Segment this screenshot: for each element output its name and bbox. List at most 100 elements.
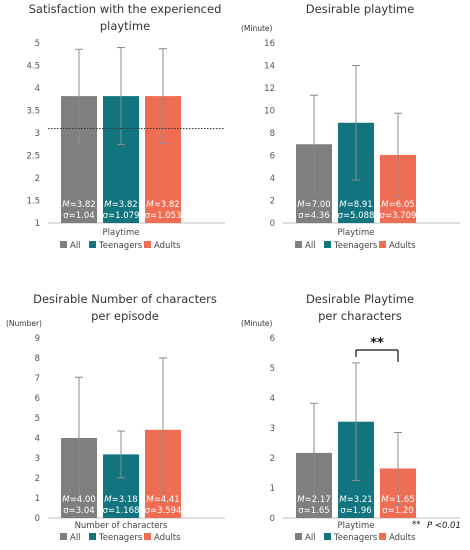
data-label-mean: M=3.82: [62, 200, 95, 210]
p-note-text: P <0.01: [427, 521, 461, 531]
data-label-sd: σ=1.65: [298, 506, 329, 516]
legend-label: Teenagers: [333, 533, 378, 543]
legend-swatch-adults: [144, 241, 151, 248]
y-tick-label: 1: [270, 484, 275, 494]
data-label-sd: σ=3.594: [145, 506, 182, 516]
data-label-mean: M=2.17: [297, 495, 330, 505]
y-tick-label: 8: [270, 129, 275, 139]
data-label-sd: σ=5.088: [338, 211, 375, 221]
data-label-sd: σ=1.04: [63, 211, 94, 221]
legend-label: Teenagers: [98, 533, 143, 543]
legend-label: All: [305, 533, 316, 543]
data-label-mean: M=4.00: [62, 495, 95, 505]
data-label-mean: M=6.05: [381, 200, 414, 210]
y-tick-label: 0: [270, 514, 275, 524]
data-label-mean: M=3.18: [104, 495, 137, 505]
x-category-label: Playtime: [338, 521, 375, 531]
legend-swatch-adults: [379, 533, 386, 540]
y-tick-label: 6: [270, 152, 275, 162]
legend-label: Adults: [389, 241, 416, 251]
chart-title: Desirable Number of characters: [33, 292, 217, 306]
y-unit-label: (Minute): [241, 319, 273, 328]
chart-title: playtime: [100, 19, 150, 33]
y-tick-label: 10: [264, 107, 275, 117]
legend-label: All: [70, 533, 81, 543]
y-tick-label: 1: [35, 494, 40, 504]
y-tick-label: 1.5: [26, 197, 40, 207]
chart-svg: Desirable Number of characters per episod…: [6, 292, 225, 543]
y-tick-label: 5: [270, 364, 275, 374]
chart-title: Satisfaction with the experienced: [29, 2, 222, 16]
data-label-mean: M=1.65: [381, 495, 414, 505]
y-tick-label: 7: [35, 374, 40, 384]
x-category-label: Playtime: [338, 228, 375, 238]
chart-satisfaction: Satisfaction with the experienced playtim…: [0, 0, 235, 275]
data-label-sd: σ=3.04: [63, 506, 94, 516]
data-label-sd: σ=4.36: [298, 211, 329, 221]
y-tick-label: 3: [270, 424, 275, 434]
legend-swatch-adults: [379, 241, 386, 248]
legend-swatch-teenagers: [324, 241, 331, 248]
data-label-mean: M=3.21: [339, 495, 372, 505]
x-category-label: Playtime: [103, 228, 140, 238]
legend-swatch-adults: [144, 533, 151, 540]
legend-swatch-all: [60, 241, 67, 248]
y-tick-label: 5: [35, 414, 40, 424]
y-tick-label: 2.5: [26, 152, 40, 162]
legend-label: Adults: [154, 241, 181, 251]
chart-playtime-per-characters: Desirable Playtime per characters (Minute)…: [235, 275, 470, 550]
chart-svg: Desirable playtime (Minute) 0 2 4 6 8 10 12 14 16 M…: [241, 2, 460, 251]
legend-swatch-teenagers: [324, 533, 331, 540]
y-tick-label: 14: [264, 62, 275, 72]
y-tick-label: 4: [270, 174, 275, 184]
legend-label: All: [305, 241, 316, 251]
y-tick-label: 2: [270, 197, 275, 207]
y-tick-label: 3: [35, 129, 40, 139]
y-tick-label: 3.5: [26, 107, 40, 117]
data-label-sd: σ=1.053: [145, 211, 182, 221]
legend-swatch-teenagers: [89, 533, 96, 540]
chart-title: per characters: [318, 309, 402, 323]
chart-title: per episode: [91, 309, 159, 323]
y-tick-label: 0: [270, 219, 275, 229]
data-label-sd: σ=1.96: [340, 506, 371, 516]
chart-svg: Satisfaction with the experienced playtim…: [26, 2, 225, 251]
legend-label: Adults: [154, 533, 181, 543]
data-label-mean: M=4.41: [146, 495, 179, 505]
y-tick-label: 2: [35, 474, 40, 484]
y-unit-label: (Minute): [241, 24, 273, 33]
y-tick-label: 3: [35, 454, 40, 464]
y-unit-label: (Number): [6, 319, 42, 328]
chart-desirable-playtime: Desirable playtime (Minute) 0 2 4 6 8 10 12 14 16 M…: [235, 0, 470, 275]
y-tick-label: 2: [270, 454, 275, 464]
x-category-label: Number of characters: [75, 521, 168, 531]
data-label-sd: σ=1.20: [382, 506, 413, 516]
y-tick-label: 1: [35, 219, 40, 229]
significance-label: **: [370, 336, 384, 351]
legend-label: Adults: [389, 533, 416, 543]
data-label-mean: M=8.91: [339, 200, 372, 210]
chart-number-of-characters: Desirable Number of characters per episod…: [0, 275, 235, 550]
data-label-mean: M=3.82: [146, 200, 179, 210]
y-tick-label: 4: [35, 434, 40, 444]
y-tick-label: 9: [35, 334, 40, 344]
legend-swatch-all: [295, 533, 302, 540]
y-tick-label: 4.5: [26, 62, 40, 72]
y-tick-label: 4: [35, 84, 40, 94]
legend-swatch-teenagers: [89, 241, 96, 248]
legend-swatch-all: [60, 533, 67, 540]
y-tick-label: 12: [264, 84, 275, 94]
data-label-sd: σ=1.168: [103, 506, 140, 516]
y-tick-label: 8: [35, 354, 40, 364]
y-tick-label: 6: [270, 334, 275, 344]
legend-label: All: [70, 241, 81, 251]
data-label-sd: σ=1.079: [103, 211, 140, 221]
y-tick-label: 2: [35, 174, 40, 184]
chart-svg: Desirable Playtime per characters (Minute)…: [241, 292, 461, 543]
y-tick-label: 4: [270, 394, 275, 404]
data-label-mean: M=3.82: [104, 200, 137, 210]
data-label-mean: M=7.00: [297, 200, 330, 210]
y-tick-label: 0: [35, 514, 40, 524]
legend-swatch-all: [295, 241, 302, 248]
legend-label: Teenagers: [98, 241, 143, 251]
